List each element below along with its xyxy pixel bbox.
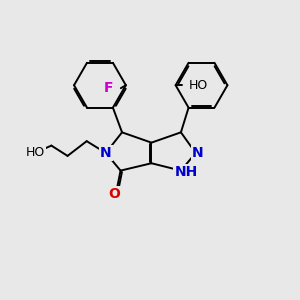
Text: NH: NH [175,165,198,179]
Text: F: F [103,81,113,95]
Text: N: N [192,146,203,160]
Text: N: N [100,146,112,160]
Text: O: O [109,187,121,201]
Text: HO: HO [189,79,208,92]
Text: HO: HO [26,146,45,159]
